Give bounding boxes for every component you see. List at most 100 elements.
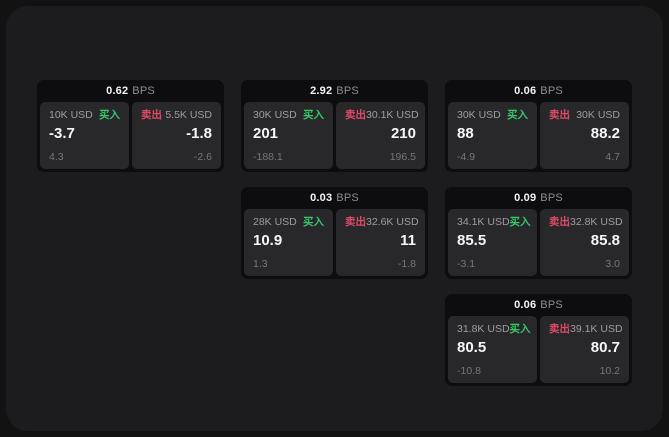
sell-panel-header: 卖出 30.1K USD — [345, 109, 419, 121]
buy-price: 80.5 — [457, 339, 487, 356]
dashboard-panel: 0.62 BPS 10K USD 买入 -3.7 4.3 卖出 5.5K USD… — [6, 6, 663, 431]
card-body: 34.1K USD 买入 85.5 -3.1 卖出 32.8K USD 85.8… — [445, 209, 632, 279]
buy-panel[interactable]: 10K USD 买入 -3.7 4.3 — [40, 102, 129, 169]
buy-panel-header: 34.1K USD 买入 — [457, 216, 531, 228]
bps-value: 0.06 — [514, 85, 537, 97]
quote-card: 0.09 BPS 34.1K USD 买入 85.5 -3.1 卖出 32.8K… — [445, 187, 632, 279]
card-header: 0.03 BPS — [241, 187, 428, 209]
quote-card: 0.62 BPS 10K USD 买入 -3.7 4.3 卖出 5.5K USD… — [37, 80, 224, 172]
quote-card: 2.92 BPS 30K USD 买入 201 -188.1 卖出 30.1K … — [241, 80, 428, 172]
sell-amount: 32.6K USD — [366, 216, 419, 228]
sell-amount: 5.5K USD — [165, 109, 212, 121]
buy-delta: 4.3 — [49, 151, 64, 163]
card-header: 0.06 BPS — [445, 294, 632, 316]
bps-unit-label: BPS — [540, 85, 563, 97]
bps-unit-label: BPS — [540, 299, 563, 311]
buy-panel-header: 10K USD 买入 — [49, 109, 120, 121]
sell-amount: 39.1K USD — [570, 323, 623, 335]
buy-amount: 28K USD — [253, 216, 297, 228]
sell-delta: -2.6 — [193, 151, 212, 163]
buy-delta: -10.8 — [457, 365, 481, 377]
buy-panel-header: 31.8K USD 买入 — [457, 323, 531, 335]
bps-value: 0.03 — [310, 192, 333, 204]
buy-price: 201 — [253, 125, 279, 142]
sell-label: 卖出 — [345, 109, 366, 121]
buy-panel[interactable]: 30K USD 买入 88 -4.9 — [448, 102, 537, 169]
card-header: 0.62 BPS — [37, 80, 224, 102]
quote-card: 0.03 BPS 28K USD 买入 10.9 1.3 卖出 32.6K US… — [241, 187, 428, 279]
buy-panel[interactable]: 30K USD 买入 201 -188.1 — [244, 102, 333, 169]
buy-panel[interactable]: 31.8K USD 买入 80.5 -10.8 — [448, 316, 537, 383]
sell-panel[interactable]: 卖出 30K USD 88.2 4.7 — [540, 102, 629, 169]
quote-cards-grid: 0.62 BPS 10K USD 买入 -3.7 4.3 卖出 5.5K USD… — [37, 80, 632, 386]
sell-delta: 10.2 — [599, 365, 620, 377]
card-body: 10K USD 买入 -3.7 4.3 卖出 5.5K USD -1.8 -2.… — [37, 102, 224, 172]
quote-card: 0.06 BPS 30K USD 买入 88 -4.9 卖出 30K USD 8… — [445, 80, 632, 172]
bps-value: 0.06 — [514, 299, 537, 311]
sell-panel-header: 卖出 39.1K USD — [549, 323, 623, 335]
sell-panel[interactable]: 卖出 32.6K USD 11 -1.8 — [336, 209, 425, 276]
card-body: 30K USD 买入 201 -188.1 卖出 30.1K USD 210 1… — [241, 102, 428, 172]
sell-price: 80.7 — [590, 339, 620, 356]
quote-card: 0.06 BPS 31.8K USD 买入 80.5 -10.8 卖出 39.1… — [445, 294, 632, 386]
card-body: 31.8K USD 买入 80.5 -10.8 卖出 39.1K USD 80.… — [445, 316, 632, 386]
buy-price: 85.5 — [457, 232, 487, 249]
buy-panel-header: 28K USD 买入 — [253, 216, 324, 228]
buy-delta: -4.9 — [457, 151, 476, 163]
sell-label: 卖出 — [345, 216, 366, 228]
buy-label: 买入 — [303, 109, 324, 121]
card-header: 2.92 BPS — [241, 80, 428, 102]
sell-delta: 196.5 — [389, 151, 416, 163]
buy-panel-header: 30K USD 买入 — [253, 109, 324, 121]
buy-label: 买入 — [303, 216, 324, 228]
sell-label: 卖出 — [141, 109, 162, 121]
buy-panel[interactable]: 28K USD 买入 10.9 1.3 — [244, 209, 333, 276]
card-body: 30K USD 买入 88 -4.9 卖出 30K USD 88.2 4.7 — [445, 102, 632, 172]
sell-label: 卖出 — [549, 323, 570, 335]
bps-unit-label: BPS — [132, 85, 155, 97]
bps-unit-label: BPS — [336, 85, 359, 97]
sell-panel-header: 卖出 30K USD — [549, 109, 620, 121]
card-header: 0.06 BPS — [445, 80, 632, 102]
buy-label: 买入 — [509, 323, 531, 335]
buy-panel-header: 30K USD 买入 — [457, 109, 528, 121]
buy-amount: 30K USD — [253, 109, 297, 121]
buy-delta: 1.3 — [253, 258, 268, 270]
buy-label: 买入 — [99, 109, 120, 121]
sell-price: 11 — [400, 232, 416, 249]
bps-value: 0.62 — [106, 85, 129, 97]
buy-amount: 31.8K USD — [457, 323, 510, 335]
sell-panel[interactable]: 卖出 32.8K USD 85.8 3.0 — [540, 209, 629, 276]
buy-delta: -3.1 — [457, 258, 476, 270]
buy-amount: 34.1K USD — [457, 216, 510, 228]
buy-price: 88 — [457, 125, 474, 142]
sell-panel[interactable]: 卖出 30.1K USD 210 196.5 — [336, 102, 425, 169]
sell-price: 210 — [390, 125, 416, 142]
sell-price: 85.8 — [590, 232, 620, 249]
sell-amount: 32.8K USD — [570, 216, 623, 228]
bps-value: 2.92 — [310, 85, 333, 97]
sell-amount: 30.1K USD — [366, 109, 419, 121]
sell-delta: 4.7 — [605, 151, 620, 163]
buy-label: 买入 — [507, 109, 528, 121]
buy-amount: 30K USD — [457, 109, 501, 121]
buy-panel[interactable]: 34.1K USD 买入 85.5 -3.1 — [448, 209, 537, 276]
sell-panel-header: 卖出 5.5K USD — [141, 109, 212, 121]
sell-amount: 30K USD — [576, 109, 620, 121]
sell-price: -1.8 — [186, 125, 212, 142]
card-body: 28K USD 买入 10.9 1.3 卖出 32.6K USD 11 -1.8 — [241, 209, 428, 279]
bps-unit-label: BPS — [540, 192, 563, 204]
sell-delta: 3.0 — [605, 258, 620, 270]
buy-amount: 10K USD — [49, 109, 93, 121]
sell-delta: -1.8 — [397, 258, 416, 270]
sell-panel[interactable]: 卖出 39.1K USD 80.7 10.2 — [540, 316, 629, 383]
sell-panel-header: 卖出 32.8K USD — [549, 216, 623, 228]
sell-panel[interactable]: 卖出 5.5K USD -1.8 -2.6 — [132, 102, 221, 169]
bps-value: 0.09 — [514, 192, 537, 204]
sell-panel-header: 卖出 32.6K USD — [345, 216, 419, 228]
sell-label: 卖出 — [549, 109, 570, 121]
bps-unit-label: BPS — [336, 192, 359, 204]
buy-price: -3.7 — [49, 125, 75, 142]
sell-price: 88.2 — [590, 125, 620, 142]
buy-delta: -188.1 — [253, 151, 283, 163]
